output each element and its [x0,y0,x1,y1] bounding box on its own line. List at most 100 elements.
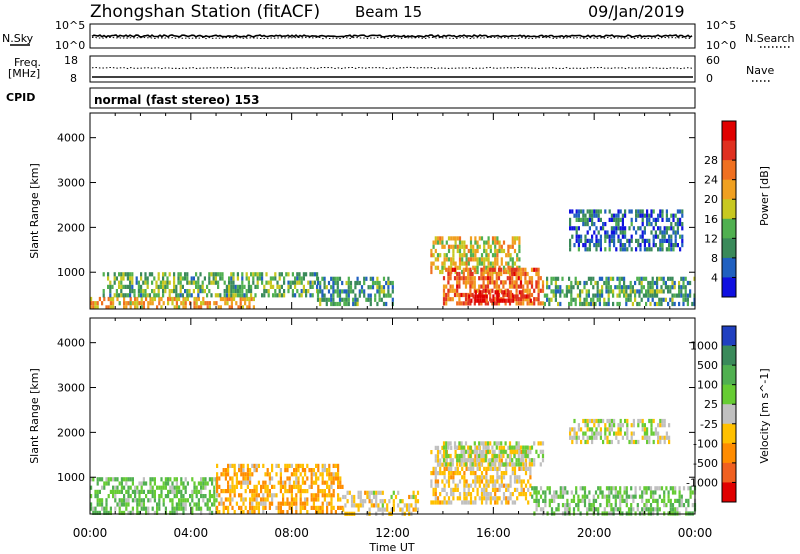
data-cell [301,476,304,481]
data-cell [480,301,483,306]
data-cell [509,496,512,501]
data-cell [256,276,259,281]
data-cell [643,230,646,235]
data-cell [496,253,499,258]
data-cell [582,222,585,227]
data-cell [528,458,531,463]
data-cell [149,301,152,306]
data-cell [474,462,477,467]
data-cell [574,280,577,286]
data-cell [524,267,527,272]
data-cell [461,466,464,471]
data-cell [548,486,551,491]
data-cell [447,292,450,298]
data-cell [462,292,465,298]
data-cell [678,285,681,290]
data-cell [678,301,681,307]
data-cell [367,293,370,298]
data-cell [300,276,303,281]
data-cell [637,243,640,248]
data-cell [524,297,527,302]
data-cell [535,297,538,302]
data-cell [658,297,661,302]
data-cell [315,480,318,485]
data-cell [114,489,117,494]
nsearch-tick-low: 10^0 [706,39,736,52]
data-cell [337,480,340,485]
data-cell [137,289,140,294]
data-cell [458,284,461,289]
data-cell [581,486,584,491]
data-cell [607,297,610,302]
data-cell [456,445,459,450]
data-cell [210,293,213,298]
data-cell [164,494,167,499]
data-cell [439,236,442,241]
data-cell [522,479,525,484]
data-cell [456,244,459,249]
data-cell [660,301,663,307]
data-cell [228,305,231,310]
data-cell [328,493,331,498]
data-cell [162,481,165,486]
data-cell [450,471,453,476]
data-cell [332,505,335,510]
data-cell [485,450,488,455]
data-cell [175,301,178,306]
data-cell [502,492,506,497]
data-cell [321,510,324,515]
data-cell [498,466,501,471]
data-cell [474,454,477,459]
data-cell [221,272,224,277]
data-cell [617,423,620,428]
data-cell [190,280,193,285]
data-cell [240,480,243,485]
data-cell [186,276,189,281]
data-cell [657,423,660,428]
data-cell [461,269,464,275]
data-cell [447,496,451,501]
data-cell [456,458,459,463]
data-cell [596,293,599,298]
data-cell [485,483,488,488]
data-cell [571,427,574,432]
data-cell [256,272,259,277]
data-cell [680,276,683,281]
data-cell [262,480,265,485]
data-cell [178,506,181,511]
data-cell [489,441,492,446]
data-cell [363,289,366,294]
data-cell [293,501,296,506]
data-cell [94,506,97,511]
data-cell [652,238,655,243]
data-cell [123,498,126,503]
data-cell [147,301,150,306]
data-cell [509,475,512,480]
data-cell [208,272,211,277]
data-cell [576,293,579,298]
data-cell [153,289,156,294]
data-cell [640,285,643,290]
data-cell [537,503,540,508]
data-cell [387,276,390,281]
data-cell [480,479,484,484]
data-cell [473,449,476,454]
data-cell [452,257,455,262]
data-cell [590,507,593,512]
data-cell [587,293,590,298]
data-cell [380,297,383,302]
data-cell [665,209,668,214]
data-cell [515,280,518,285]
data-cell [315,463,318,468]
data-cell [588,213,591,218]
data-cell [115,293,118,298]
data-cell [609,276,612,281]
data-cell [672,243,675,248]
data-cell [374,297,377,302]
data-cell [623,285,626,290]
data-cell [456,288,459,293]
data-cell [661,217,664,222]
data-cell [494,466,497,471]
data-cell [456,453,459,459]
data-cell [484,453,487,459]
